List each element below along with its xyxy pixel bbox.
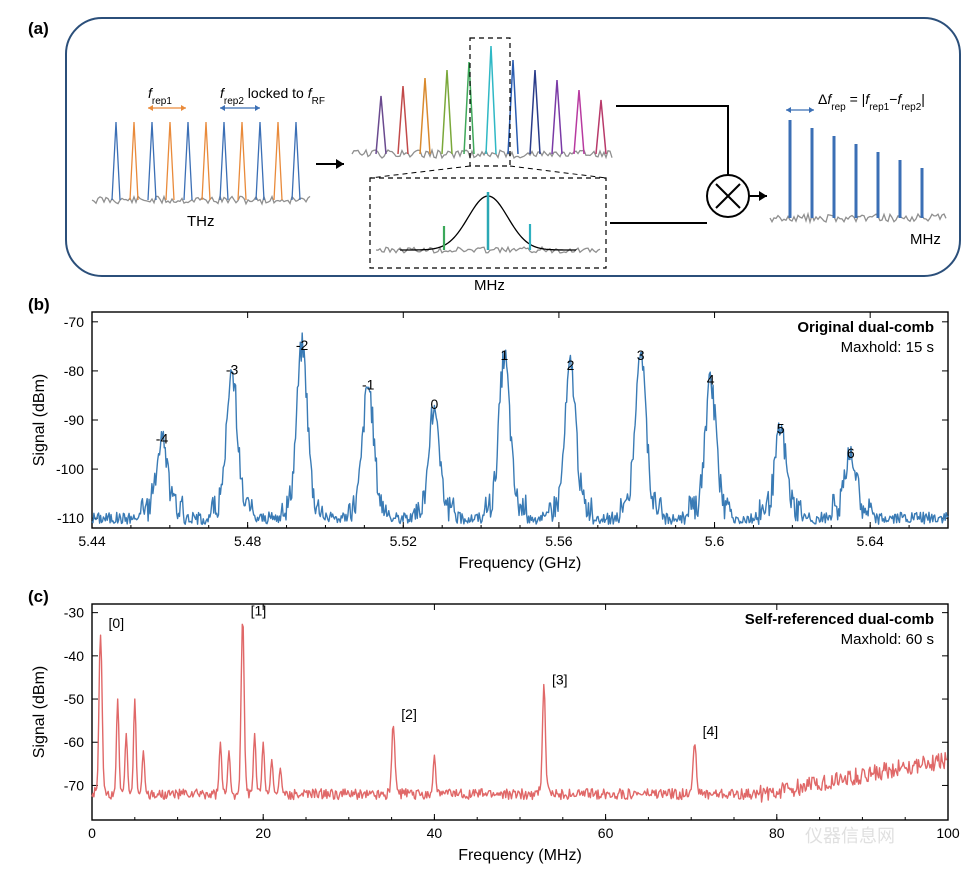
svg-text:[1]: [1] — [251, 602, 267, 618]
svg-text:-1: -1 — [362, 376, 375, 392]
figure: (a) frep1 frep2 locked to fRF THz MHz Δfrep =… — [0, 0, 972, 891]
svg-text:Maxhold: 60 s: Maxhold: 60 s — [841, 631, 934, 648]
svg-text:Self-referenced dual-comb: Self-referenced dual-comb — [745, 611, 934, 628]
svg-text:[4]: [4] — [703, 723, 719, 739]
svg-text:Maxhold: 15 s: Maxhold: 15 s — [841, 339, 934, 356]
svg-text:frep1: frep1 — [148, 85, 172, 107]
svg-text:5.44: 5.44 — [78, 533, 105, 549]
svg-text:0: 0 — [431, 396, 439, 412]
svg-text:[0]: [0] — [109, 615, 125, 631]
svg-text:-30: -30 — [64, 605, 84, 621]
svg-text:5.52: 5.52 — [390, 533, 417, 549]
svg-text:-70: -70 — [64, 777, 84, 793]
svg-text:MHz: MHz — [910, 231, 941, 248]
svg-text:-90: -90 — [64, 412, 84, 428]
svg-text:MHz: MHz — [474, 277, 505, 294]
svg-text:(b): (b) — [28, 295, 50, 314]
svg-text:-110: -110 — [57, 510, 84, 526]
svg-text:40: 40 — [427, 825, 443, 841]
svg-text:3: 3 — [637, 347, 645, 363]
svg-text:6: 6 — [847, 445, 855, 461]
svg-text:80: 80 — [769, 825, 785, 841]
svg-text:-40: -40 — [64, 648, 84, 664]
svg-text:[3]: [3] — [552, 671, 568, 687]
svg-text:0: 0 — [88, 825, 96, 841]
svg-text:[2]: [2] — [401, 706, 417, 722]
svg-text:-100: -100 — [56, 461, 84, 477]
svg-text:Frequency (GHz): Frequency (GHz) — [459, 555, 582, 572]
svg-text:frep2 locked to fRF: frep2 locked to fRF — [220, 85, 325, 107]
svg-text:仪器信息网: 仪器信息网 — [805, 826, 895, 846]
svg-text:Signal (dBm): Signal (dBm) — [31, 374, 48, 466]
svg-text:5: 5 — [777, 421, 785, 437]
svg-text:-2: -2 — [296, 337, 309, 353]
svg-text:-50: -50 — [64, 691, 84, 707]
svg-text:-70: -70 — [64, 314, 84, 330]
svg-text:-3: -3 — [226, 362, 239, 378]
svg-text:Original dual-comb: Original dual-comb — [797, 319, 934, 336]
svg-text:-60: -60 — [64, 734, 84, 750]
figure-svg: (a) frep1 frep2 locked to fRF THz MHz Δfrep =… — [0, 0, 972, 886]
svg-text:20: 20 — [255, 825, 271, 841]
svg-text:(a): (a) — [28, 19, 49, 38]
svg-text:(c): (c) — [28, 587, 49, 606]
svg-text:5.6: 5.6 — [705, 533, 725, 549]
svg-text:2: 2 — [567, 357, 575, 373]
svg-text:4: 4 — [707, 372, 715, 388]
svg-text:100: 100 — [936, 825, 960, 841]
svg-text:Signal (dBm): Signal (dBm) — [31, 666, 48, 758]
svg-text:Frequency (MHz): Frequency (MHz) — [458, 847, 582, 864]
svg-text:5.48: 5.48 — [234, 533, 261, 549]
svg-text:60: 60 — [598, 825, 614, 841]
svg-text:Δfrep = |frep1−frep2|: Δfrep = |frep1−frep2| — [818, 91, 925, 113]
svg-text:1: 1 — [501, 347, 509, 363]
svg-text:THz: THz — [187, 213, 215, 230]
svg-text:-80: -80 — [64, 363, 84, 379]
svg-text:5.64: 5.64 — [857, 533, 884, 549]
svg-text:5.56: 5.56 — [545, 533, 572, 549]
svg-text:-4: -4 — [156, 430, 169, 446]
